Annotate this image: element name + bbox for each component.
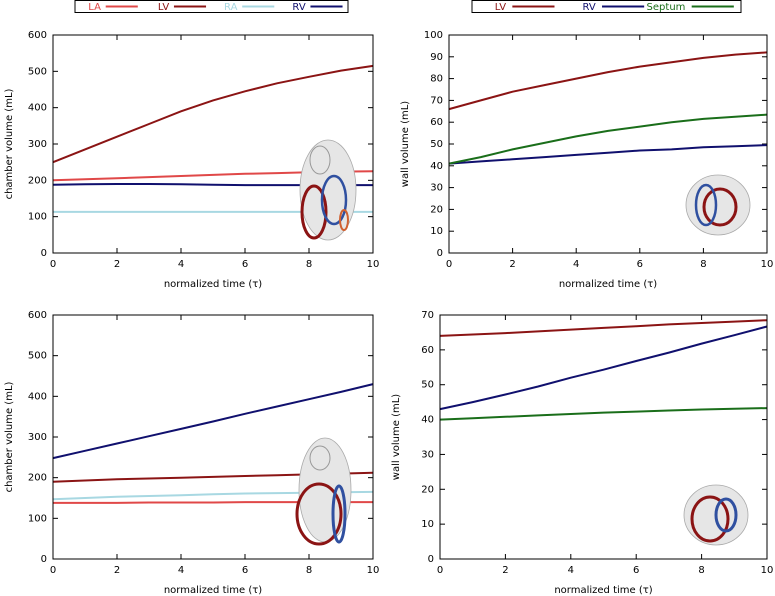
x-axis-label: normalized time (τ) <box>164 585 262 596</box>
y-axis-label: chamber volume (mL) <box>4 381 15 492</box>
x-tick-label: 8 <box>306 259 312 270</box>
y-tick-label: 500 <box>28 351 47 362</box>
x-tick-label: 0 <box>437 565 443 576</box>
y-tick-label: 90 <box>430 52 443 63</box>
legend-label: Septum <box>647 2 686 13</box>
y-tick-label: 600 <box>28 310 47 321</box>
x-tick-label: 2 <box>509 259 515 270</box>
y-tick-label: 20 <box>430 204 443 215</box>
x-axis-label: normalized time (τ) <box>164 279 262 290</box>
plot-frame <box>52 34 374 254</box>
heart-illustration <box>295 437 352 546</box>
x-tick-label: 2 <box>502 565 508 576</box>
plot-frame <box>439 314 768 560</box>
x-tick-label: 6 <box>633 565 639 576</box>
y-tick-label: 600 <box>28 30 47 41</box>
y-tick-label: 0 <box>41 554 47 565</box>
x-tick-label: 0 <box>50 565 56 576</box>
legend-label: RV <box>292 2 305 13</box>
x-axis-label: normalized time (τ) <box>559 279 657 290</box>
y-tick-label: 10 <box>421 519 434 530</box>
y-tick-label: 300 <box>28 432 47 443</box>
y-tick-label: 40 <box>421 415 434 426</box>
y-tick-label: 60 <box>421 345 434 356</box>
y-tick-label: 30 <box>421 449 434 460</box>
x-tick-label: 8 <box>698 565 704 576</box>
plot-frame <box>448 34 768 254</box>
x-tick-label: 10 <box>761 565 774 576</box>
x-tick-label: 0 <box>446 259 452 270</box>
y-tick-label: 400 <box>28 103 47 114</box>
y-tick-label: 100 <box>28 212 47 223</box>
y-tick-label: 30 <box>430 183 443 194</box>
y-tick-label: 70 <box>430 95 443 106</box>
x-tick-label: 4 <box>568 565 574 576</box>
series-line <box>52 383 374 460</box>
legend-label: LV <box>158 2 169 13</box>
y-tick-label: 200 <box>28 175 47 186</box>
series-line <box>439 407 768 421</box>
y-tick-label: 500 <box>28 66 47 77</box>
legend-label: LA <box>88 2 101 13</box>
series-line <box>439 325 768 411</box>
x-tick-label: 4 <box>178 565 184 576</box>
x-axis-label: normalized time (τ) <box>554 585 652 596</box>
y-tick-label: 60 <box>430 117 443 128</box>
x-tick-label: 4 <box>573 259 579 270</box>
y-tick-label: 100 <box>424 30 443 41</box>
x-tick-label: 8 <box>700 259 706 270</box>
series-line <box>52 64 374 164</box>
y-tick-label: 10 <box>430 226 443 237</box>
y-tick-label: 70 <box>421 310 434 321</box>
y-tick-label: 20 <box>421 484 434 495</box>
x-tick-label: 2 <box>114 565 120 576</box>
x-tick-label: 10 <box>367 565 380 576</box>
legend-label: RA <box>224 2 238 13</box>
heart-illustration <box>299 139 357 241</box>
x-tick-label: 0 <box>50 259 56 270</box>
legend-label: LV <box>495 2 506 13</box>
x-tick-label: 2 <box>114 259 120 270</box>
series-line <box>448 144 768 165</box>
x-tick-label: 4 <box>178 259 184 270</box>
heart-illustration <box>685 174 751 236</box>
x-tick-label: 8 <box>306 565 312 576</box>
y-tick-label: 50 <box>430 139 443 150</box>
y-tick-label: 100 <box>28 513 47 524</box>
legend-box <box>471 0 742 13</box>
heart-illustration <box>683 484 749 546</box>
plot-frame <box>52 314 374 560</box>
y-axis-label: chamber volume (mL) <box>4 88 15 199</box>
x-tick-label: 6 <box>637 259 643 270</box>
legend-box <box>74 0 349 13</box>
legend-label: RV <box>582 2 595 13</box>
y-tick-label: 0 <box>437 248 443 259</box>
x-tick-label: 10 <box>761 259 774 270</box>
y-tick-label: 0 <box>428 554 434 565</box>
y-tick-label: 40 <box>430 161 443 172</box>
y-tick-label: 400 <box>28 391 47 402</box>
x-tick-label: 10 <box>367 259 380 270</box>
y-tick-label: 300 <box>28 139 47 150</box>
y-axis-label: wall volume (mL) <box>391 394 402 480</box>
x-tick-label: 6 <box>242 259 248 270</box>
series-line <box>439 319 768 337</box>
y-tick-label: 0 <box>41 248 47 259</box>
series-line <box>448 113 768 165</box>
y-tick-label: 200 <box>28 473 47 484</box>
y-tick-label: 50 <box>421 380 434 391</box>
y-tick-label: 80 <box>430 74 443 85</box>
x-tick-label: 6 <box>242 565 248 576</box>
y-axis-label: wall volume (mL) <box>400 101 411 187</box>
series-line <box>448 51 768 111</box>
